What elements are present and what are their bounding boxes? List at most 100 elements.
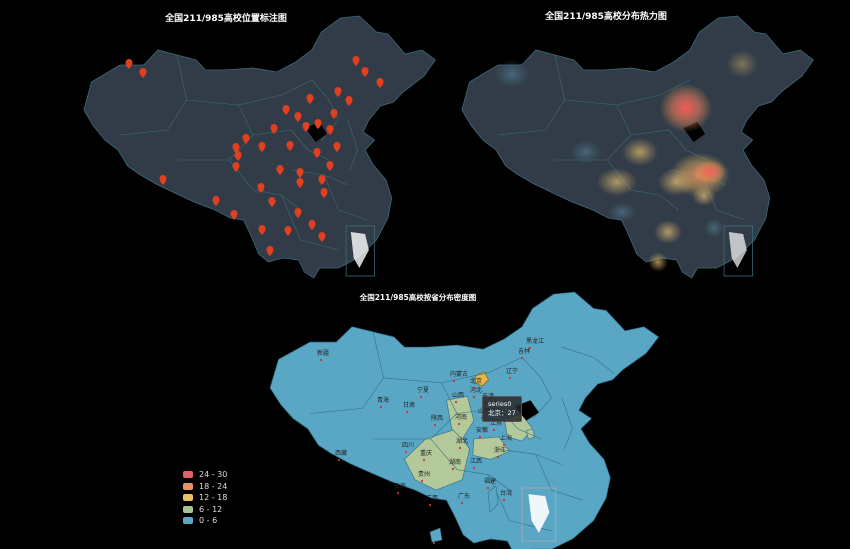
province-label[interactable]: 陕西	[431, 414, 443, 422]
map-pin-icon[interactable]	[320, 188, 328, 198]
map-pin-icon[interactable]	[125, 59, 133, 69]
province-label[interactable]: 黑龙江	[526, 337, 544, 345]
map-pin-icon[interactable]	[230, 210, 238, 220]
province-label[interactable]: 贵州	[418, 470, 430, 478]
province-label[interactable]: 宁夏	[417, 386, 429, 394]
map-pin-icon[interactable]	[286, 141, 294, 151]
map-pin-icon[interactable]	[318, 175, 326, 185]
legend-swatch	[183, 505, 193, 513]
map-pin-icon[interactable]	[326, 125, 334, 135]
legend-item[interactable]: 6 - 12	[183, 504, 227, 516]
province-dot	[502, 443, 506, 447]
map-pin-icon[interactable]	[318, 232, 326, 242]
province-label[interactable]: 河北	[470, 386, 482, 394]
province-dot	[432, 541, 436, 545]
map-pin-icon[interactable]	[270, 124, 278, 134]
legend-label: 0 - 6	[199, 516, 218, 526]
map-pin-icon[interactable]	[306, 94, 314, 104]
province-label[interactable]: 广东	[458, 492, 470, 500]
map-pin-icon[interactable]	[308, 220, 316, 230]
heat-map-title: 全国211/985高校分布热力图	[545, 12, 667, 22]
map-pin-icon[interactable]	[296, 168, 304, 178]
legend-label: 6 - 12	[199, 504, 223, 514]
map-pin-icon[interactable]	[266, 246, 274, 256]
province-label[interactable]: 辽宁	[506, 367, 518, 375]
province-dot	[451, 467, 455, 471]
province-label[interactable]: 湖北	[456, 437, 468, 445]
map-pin-icon[interactable]	[276, 165, 284, 175]
map-pin-icon[interactable]	[302, 122, 310, 132]
legend-item[interactable]: 12 - 18	[183, 492, 227, 504]
legend-item[interactable]: 24 - 30	[183, 469, 227, 481]
map-pin-icon[interactable]	[257, 183, 265, 193]
province-dot	[472, 466, 476, 470]
province-dot	[478, 435, 482, 439]
province-label[interactable]: 甘肃	[403, 401, 415, 409]
province-dot	[319, 358, 323, 362]
province-label[interactable]: 湖南	[449, 458, 461, 466]
map-pin-icon[interactable]	[334, 87, 342, 97]
legend-label: 12 - 18	[199, 493, 228, 503]
density-map-title: 全国211/985高校按省分布密度图	[359, 293, 477, 302]
province-dot	[472, 386, 476, 390]
map-pin-icon[interactable]	[232, 143, 240, 153]
legend-item[interactable]: 18 - 24	[183, 481, 227, 493]
province-label[interactable]: 广西	[426, 494, 438, 502]
province-label[interactable]: 江西	[470, 458, 482, 465]
province-label[interactable]: 云南	[394, 482, 406, 490]
province-label[interactable]: 西藏	[335, 449, 347, 457]
province-label[interactable]: 青海	[377, 396, 389, 404]
map-pin-icon[interactable]	[159, 175, 167, 185]
province-dot	[492, 428, 496, 432]
map-pin-icon[interactable]	[242, 134, 250, 144]
province-dot	[460, 501, 464, 505]
map-pin-icon[interactable]	[326, 161, 334, 171]
map-pin-icon[interactable]	[296, 178, 304, 188]
map-pin-icon[interactable]	[330, 109, 338, 119]
province-dot	[454, 400, 458, 404]
map-pin-icon[interactable]	[314, 119, 322, 129]
map-pin-icon[interactable]	[284, 226, 292, 236]
province-label[interactable]: 北京	[470, 377, 482, 385]
map-pin-icon[interactable]	[376, 78, 384, 88]
province-hubei	[472, 436, 510, 460]
marker-map-title: 全国211/985高校位置标注图	[165, 14, 287, 24]
province-dot	[433, 423, 437, 427]
province-dot	[337, 458, 341, 462]
map-pin-icon[interactable]	[361, 67, 369, 77]
map-pin-icon[interactable]	[258, 225, 266, 235]
province-label[interactable]: 新疆	[317, 349, 329, 357]
map-pin-icon[interactable]	[313, 148, 321, 158]
province-dot	[396, 491, 400, 495]
province-label[interactable]: 福建	[484, 477, 496, 485]
legend-item[interactable]: 0 - 6	[183, 515, 227, 527]
province-dot	[420, 479, 424, 483]
province-label[interactable]: 浙江	[494, 446, 506, 454]
province-label[interactable]: 山西	[452, 391, 464, 399]
map-pin-icon[interactable]	[258, 142, 266, 152]
map-pin-icon[interactable]	[345, 96, 353, 106]
province-label[interactable]: 江苏	[490, 419, 502, 427]
map-pin-icon[interactable]	[232, 162, 240, 172]
map-pin-icon[interactable]	[294, 208, 302, 218]
map-pin-icon[interactable]	[212, 196, 220, 206]
province-label[interactable]: 上海	[500, 434, 512, 442]
legend-label: 18 - 24	[199, 481, 228, 491]
province-label[interactable]: 重庆	[420, 449, 432, 457]
map-pin-icon[interactable]	[139, 68, 147, 78]
province-label[interactable]: 台湾	[500, 489, 512, 497]
province-label[interactable]: 四川	[402, 442, 414, 449]
heat-blobs	[494, 50, 758, 272]
map-pin-icon[interactable]	[282, 105, 290, 115]
province-label[interactable]: 吉林	[518, 347, 530, 355]
legend-swatch	[183, 482, 193, 490]
province-label[interactable]: 安徽	[476, 426, 488, 434]
map-pin-icon[interactable]	[294, 112, 302, 122]
province-dot	[457, 422, 461, 426]
map-pin-icon[interactable]	[333, 142, 341, 152]
map-pin-icon[interactable]	[352, 56, 360, 66]
province-label[interactable]: 河南	[455, 413, 467, 421]
map-pin-icon[interactable]	[234, 151, 242, 161]
province-label[interactable]: 内蒙古	[450, 370, 468, 378]
map-pin-icon[interactable]	[268, 197, 276, 207]
